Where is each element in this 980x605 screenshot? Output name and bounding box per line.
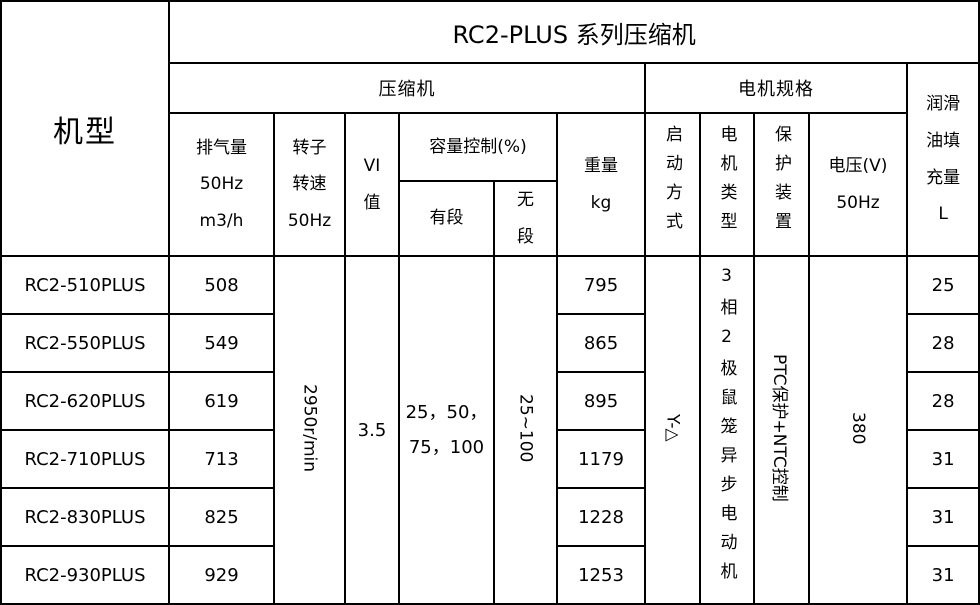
model-cell: RC2-620PLUS — [0, 371, 170, 432]
oil-charge-cell: 31 — [905, 429, 980, 490]
table-row: RC2-830PLUS 825 1228 31 — [0, 487, 980, 548]
table-row: RC2-710PLUS 713 1179 31 — [0, 429, 980, 490]
stepped-capacity-cell: 25，50， 75，100 — [398, 255, 495, 605]
header-rotor-speed: 转子 转速 50Hz — [273, 111, 346, 258]
weight-cell: 1228 — [556, 487, 646, 548]
protection-device-value: PTC保护+NTC控制 — [769, 354, 789, 502]
start-mode-cell: Y-△ — [644, 255, 701, 605]
table-row: RC2-510PLUS 508 2950r/min 3.5 25，50， 75，… — [0, 255, 980, 605]
displacement-cell: 508 — [168, 255, 275, 316]
weight-cell: 1253 — [556, 545, 646, 605]
model-cell: RC2-510PLUS — [0, 255, 170, 316]
displacement-cell: 713 — [168, 429, 275, 490]
header-voltage: 电压(V) 50Hz — [808, 111, 908, 258]
corner-model-header: 机型 — [0, 0, 170, 258]
oil-charge-cell: 25 — [905, 255, 980, 316]
model-cell: RC2-710PLUS — [0, 429, 170, 490]
displacement-cell: 549 — [168, 313, 275, 374]
weight-cell: 795 — [556, 255, 646, 316]
voltage-cell: 380 — [808, 255, 908, 605]
header-motor-type-label: 电机类型 — [716, 124, 737, 241]
displacement-cell: 825 — [168, 487, 275, 548]
table-row: RC2-620PLUS 619 895 28 — [0, 371, 980, 432]
header-weight: 重量 kg — [556, 111, 646, 258]
vi-value-cell: 3.5 — [344, 255, 400, 605]
header-motor-type: 电机类型 — [699, 111, 755, 258]
table-row: RC2-550PLUS 549 865 28 — [0, 313, 980, 374]
rotor-speed-cell: 2950r/min — [273, 255, 346, 605]
header-protection-device: 保护装置 — [753, 111, 810, 258]
stepless-capacity-value: 25~100 — [515, 393, 536, 463]
header-capacity-control: 容量控制(%) — [398, 112, 558, 182]
motor-type-cell: 3相2极鼠笼异步电动机 — [699, 255, 755, 605]
oil-charge-cell: 31 — [905, 545, 980, 605]
oil-charge-cell: 31 — [905, 487, 980, 548]
model-cell: RC2-830PLUS — [0, 487, 170, 548]
table-title: RC2-PLUS 系列压缩机 — [167, 0, 980, 64]
header-protection-device-label: 保护装置 — [771, 124, 791, 241]
weight-cell: 865 — [556, 313, 646, 374]
header-displacement: 排气量 50Hz m3/h — [168, 111, 275, 258]
header-oil-charge: 润滑 油填 充量 L — [905, 61, 980, 258]
weight-cell: 1179 — [556, 429, 646, 490]
header-stepless: 无 段 — [493, 179, 558, 258]
start-mode-value: Y-△ — [662, 414, 683, 442]
stepless-capacity-cell: 25~100 — [493, 255, 558, 605]
displacement-cell: 929 — [168, 545, 275, 605]
group-header-compressor: 压缩机 — [168, 62, 646, 114]
header-start-mode-label: 启动方式 — [662, 124, 682, 241]
protection-device-cell: PTC保护+NTC控制 — [753, 255, 810, 605]
model-cell: RC2-930PLUS — [0, 545, 170, 605]
header-stepped: 有段 — [398, 179, 495, 258]
weight-cell: 895 — [556, 371, 646, 432]
oil-charge-cell: 28 — [905, 313, 980, 374]
header-start-mode: 启动方式 — [644, 111, 701, 258]
model-cell: RC2-550PLUS — [0, 313, 170, 374]
motor-type-value: 3相2极鼠笼异步电动机 — [716, 265, 737, 591]
oil-charge-cell: 28 — [905, 371, 980, 432]
voltage-value: 380 — [848, 411, 868, 445]
rotor-speed-value: 2950r/min — [299, 384, 320, 473]
header-vi-value: VI 值 — [344, 111, 400, 258]
displacement-cell: 619 — [168, 371, 275, 432]
group-header-motor-spec: 电机规格 — [644, 62, 908, 114]
